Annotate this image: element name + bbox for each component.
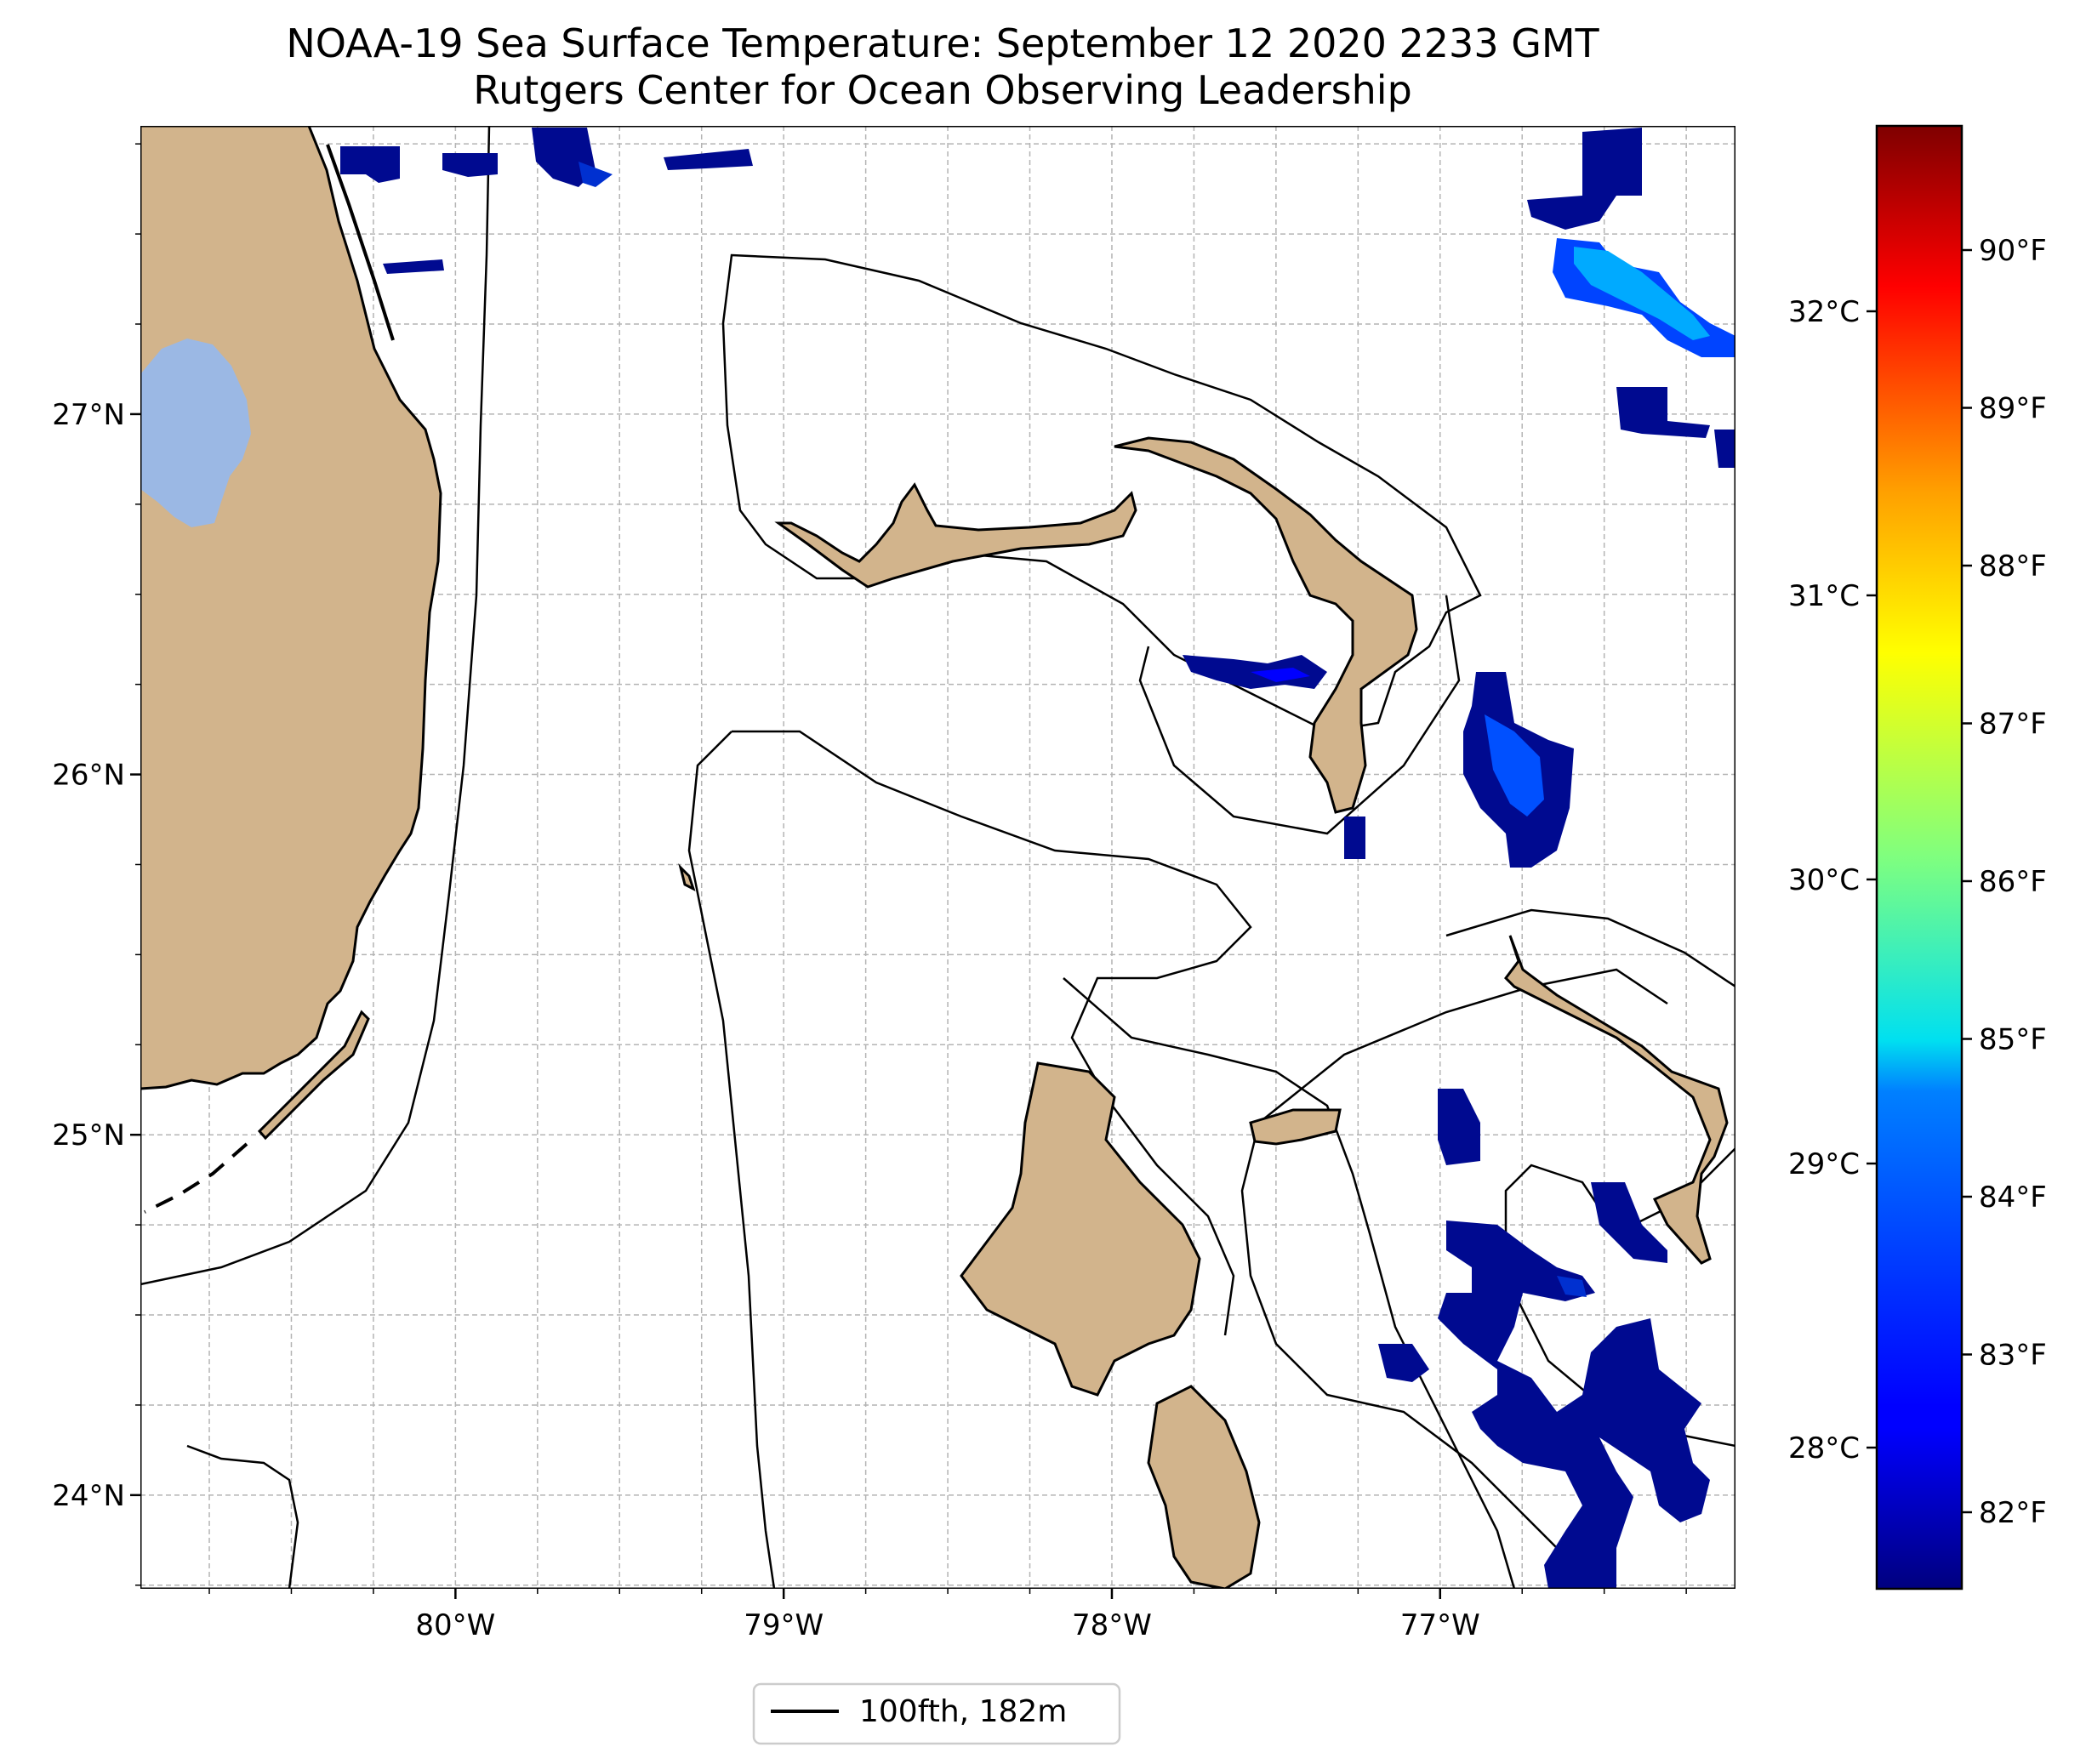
lat-tick-label: 26°N [52, 759, 125, 793]
colorbar-fahrenheit-axis: 82°F 83°F 84°F 85°F 86°F 87°F 88°F 89°F 90°F [1962, 234, 2047, 1530]
colorbar-c-label: 32°C [1788, 295, 1860, 329]
lon-tick-label: 79°W [744, 1608, 824, 1642]
bimini [678, 863, 696, 891]
map-area [140, 126, 1735, 1589]
new-providence [1249, 1108, 1342, 1146]
lat-tick-label: 27°N [52, 398, 125, 432]
colorbar-f-label: 90°F [1979, 234, 2047, 268]
lake-okeechobee [140, 339, 251, 527]
colorbar-f-label: 87°F [1979, 708, 2047, 742]
colorbar-c-label: 30°C [1788, 863, 1860, 897]
lon-tick-label: 80°W [415, 1608, 495, 1642]
andros [960, 1061, 1201, 1397]
legend-box [752, 1682, 1121, 1745]
legend: 100fth, 182m [752, 1682, 1121, 1745]
florida-keys-chain [144, 1142, 248, 1214]
sst-data-patches [340, 128, 1735, 1589]
lon-tick-label: 77°W [1400, 1608, 1480, 1642]
colorbar-celsius-axis: 28°C 29°C 30°C 31°C 32°C [1788, 295, 1877, 1465]
lon-tick-label: 78°W [1072, 1608, 1152, 1642]
colorbar-c-label: 31°C [1788, 579, 1860, 613]
legend-label: 100fth, 182m [859, 1694, 1067, 1729]
colorbar-c-label: 29°C [1788, 1147, 1860, 1181]
colorbar-gradient [1875, 124, 1963, 1590]
colorbar-f-label: 82°F [1979, 1496, 2047, 1530]
colorbar: 82°F 83°F 84°F 85°F 86°F 87°F 88°F 89°F 90°F 28°… [1788, 124, 2047, 1590]
eleuthera [1504, 935, 1729, 1265]
florida-keys [257, 1010, 370, 1141]
longitude-axis: 80°W 79°W 78°W 77°W [208, 1589, 1687, 1642]
colorbar-f-label: 88°F [1979, 549, 2047, 583]
map-subtitle: Rutgers Center for Ocean Observing Leade… [473, 67, 1412, 113]
colorbar-f-label: 84°F [1979, 1181, 2047, 1215]
grand-bahama [774, 482, 1137, 589]
colorbar-f-label: 89°F [1979, 392, 2047, 426]
map-title: NOAA-19 Sea Surface Temperature: Septemb… [286, 20, 1599, 66]
latitude-axis: 27°N 26°N 25°N 24°N [52, 143, 140, 1586]
lat-tick-label: 25°N [52, 1118, 125, 1152]
bahamas-islands [678, 436, 1729, 1589]
colorbar-f-label: 85°F [1979, 1023, 2047, 1057]
abaco [1114, 436, 1418, 814]
colorbar-c-label: 28°C [1788, 1431, 1860, 1465]
andros-south [1147, 1385, 1261, 1589]
isobath-contours [140, 126, 1735, 1589]
colorbar-f-label: 86°F [1979, 865, 2047, 899]
barrier-island [326, 144, 395, 341]
colorbar-f-label: 83°F [1979, 1339, 2047, 1373]
lat-tick-label: 24°N [52, 1479, 125, 1513]
